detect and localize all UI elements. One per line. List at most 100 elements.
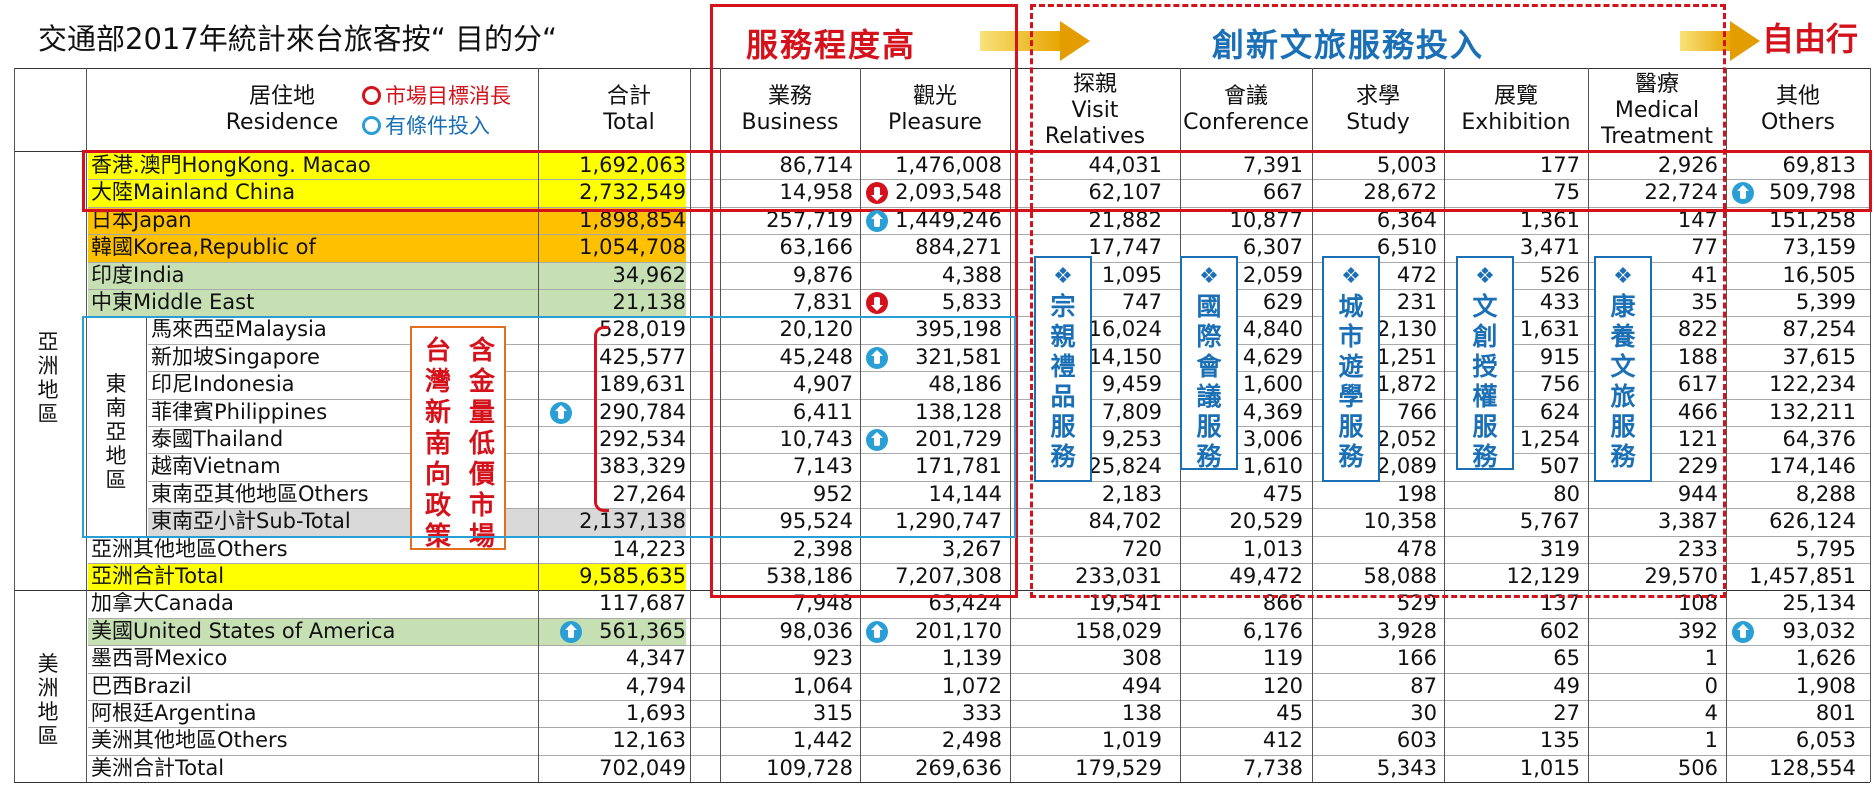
row-label: 美國United States of America — [91, 618, 396, 643]
legend-conditional-invest: 有條件投入 — [362, 110, 490, 140]
cell-business: 98,036 — [779, 618, 853, 643]
cell-medical: 617 — [1677, 372, 1718, 397]
row-divider — [88, 206, 1870, 208]
row-label: 泰國Thailand — [151, 427, 284, 451]
service-box-char: 會 — [1196, 352, 1222, 381]
service-box-char: 遊 — [1338, 352, 1364, 381]
cell-exhibition: 49 — [1553, 673, 1580, 698]
cell-visit: 7,809 — [1101, 399, 1162, 424]
legend-market-change: 市場目標消長 — [362, 80, 511, 110]
cell-total: 34,962 — [612, 262, 686, 287]
cell-visit: 138 — [1121, 701, 1162, 725]
header-study: 求學 Study — [1346, 84, 1410, 135]
category-high-service: 服務程度高 — [746, 26, 917, 64]
highlight-box-cultural — [1030, 4, 1726, 598]
row-label: 新加坡Singapore — [151, 344, 320, 369]
cell-study: 30 — [1410, 701, 1437, 725]
column-divider — [1588, 68, 1589, 783]
service-box-5: ❖ 康養文旅服務 — [1594, 256, 1652, 482]
cell-visit: 720 — [1121, 536, 1162, 561]
row-divider — [88, 234, 1870, 236]
up-arrow-icon — [866, 620, 888, 643]
service-box-char: 授 — [1472, 352, 1498, 381]
cell-medical: 41 — [1691, 262, 1718, 287]
cell-pleasure: 201,729 — [915, 427, 1002, 451]
column-divider — [860, 68, 861, 783]
row-divider — [88, 754, 1870, 756]
cell-visit: 9,459 — [1101, 372, 1162, 397]
cell-business: 1,442 — [792, 728, 853, 753]
cell-others: 93,032 — [1782, 618, 1856, 643]
cell-pleasure: 321,581 — [915, 344, 1002, 369]
row-label: 印度India — [91, 262, 185, 287]
cell-visit: 9,253 — [1101, 427, 1162, 451]
cell-others: 801 — [1815, 701, 1856, 725]
cell-conference: 3,006 — [1242, 427, 1303, 451]
cell-conference: 1,013 — [1242, 536, 1303, 561]
cell-total: 1,692,063 — [579, 153, 686, 177]
cell-study: 603 — [1396, 728, 1437, 753]
row-label: 巴西Brazil — [91, 673, 192, 698]
service-box-char: 市 — [1338, 322, 1364, 351]
row-divider — [88, 617, 1870, 619]
cell-total: 292,534 — [599, 427, 686, 451]
cell-business: 7,831 — [792, 290, 853, 314]
cell-conference: 6,176 — [1242, 618, 1303, 643]
service-box-char: 務 — [1050, 442, 1076, 471]
cell-medical: 0 — [1704, 673, 1718, 698]
cell-visit: 17,747 — [1088, 235, 1162, 260]
cell-exhibition: 5,767 — [1519, 509, 1580, 534]
cell-pleasure: 4,388 — [941, 262, 1002, 287]
cell-pleasure: 395,198 — [915, 317, 1002, 342]
cell-exhibition: 27 — [1553, 701, 1580, 725]
row-label: 東南亞其他地區Others — [151, 481, 369, 506]
row-divider — [148, 480, 1870, 482]
service-box-char: 權 — [1472, 382, 1498, 411]
row-divider — [88, 727, 1870, 729]
cell-pleasure: 333 — [961, 701, 1002, 725]
cell-conference: 119 — [1262, 646, 1303, 671]
cell-study: 6,510 — [1376, 235, 1437, 260]
cell-exhibition: 624 — [1539, 399, 1580, 424]
market-change-icon — [362, 86, 381, 105]
row-label: 美洲合計Total — [91, 755, 225, 780]
sea-left-divider — [86, 316, 87, 536]
category-cultural-investment: 創新文旅服務投入 — [1212, 26, 1485, 64]
cell-total: 1,693 — [625, 701, 686, 725]
sea-divider — [146, 316, 147, 536]
region-sea: 東南亞地區 — [105, 372, 127, 492]
region-asia: 亞洲地區 — [37, 330, 59, 426]
cell-total: 4,794 — [625, 673, 686, 698]
row-label: 加拿大Canada — [91, 591, 234, 616]
cell-pleasure: 3,267 — [941, 536, 1002, 561]
cell-total: 1,054,708 — [579, 235, 686, 260]
cell-total: 189,631 — [599, 372, 686, 397]
cell-visit: 16,024 — [1088, 317, 1162, 342]
column-divider — [720, 68, 721, 783]
cell-total: 702,049 — [599, 755, 686, 780]
cell-others: 1,908 — [1795, 673, 1856, 698]
column-divider — [1870, 68, 1871, 783]
cell-study: 3,928 — [1376, 618, 1437, 643]
cell-medical: 944 — [1677, 481, 1718, 506]
cell-pleasure: 7,207,308 — [895, 564, 1002, 588]
cell-conference: 412 — [1262, 728, 1303, 753]
cell-pleasure: 48,186 — [928, 372, 1002, 397]
cell-total: 9,585,635 — [579, 564, 686, 588]
cell-others: 128,554 — [1769, 755, 1856, 780]
cell-exhibition: 3,471 — [1519, 235, 1580, 260]
service-box-char: 務 — [1472, 442, 1498, 471]
cell-medical: 822 — [1677, 317, 1718, 342]
service-box-char: 議 — [1196, 382, 1222, 411]
service-box-char: 服 — [1196, 412, 1222, 441]
cell-others: 174,146 — [1769, 454, 1856, 479]
column-divider — [1444, 68, 1445, 783]
cell-exhibition: 65 — [1553, 646, 1580, 671]
cell-study: 5,003 — [1376, 153, 1437, 177]
row-label: 印尼Indonesia — [151, 372, 295, 397]
row-divider — [148, 508, 1870, 510]
cell-medical: 392 — [1677, 618, 1718, 643]
cell-business: 2,398 — [792, 536, 853, 561]
cell-conference: 7,391 — [1242, 153, 1303, 177]
cell-business: 14,958 — [779, 180, 853, 205]
